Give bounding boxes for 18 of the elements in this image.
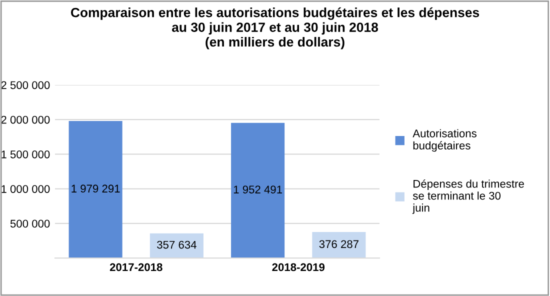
bar bbox=[312, 232, 366, 258]
legend-label: Autorisations budgétaires bbox=[412, 129, 476, 152]
y-tick-label: 1 500 000 bbox=[2, 150, 50, 158]
x-tick-label: 2017-2018 bbox=[110, 263, 162, 272]
data-label: 376 287 bbox=[319, 240, 358, 248]
y-tick-label: 2 000 000 bbox=[1, 116, 50, 124]
legend-label: Dépenses du trimestre se terminant le 30 juin bbox=[412, 179, 524, 214]
data-label: 1 952 491 bbox=[234, 186, 282, 194]
y-tick-label: 500 000 bbox=[10, 220, 50, 228]
bar bbox=[231, 122, 285, 258]
chart-title: Comparaison entre les autorisations budgétaires et les dépenses au 30 juin 2017 et au 30 juin 2018 (en milliers de dollars) bbox=[70, 7, 480, 50]
bar bbox=[150, 233, 204, 258]
bar bbox=[68, 121, 122, 258]
y-tick-label: 1 000 000 bbox=[2, 185, 50, 193]
data-label: 357 634 bbox=[157, 240, 196, 249]
y-tick-label: 2 500 000 bbox=[1, 81, 50, 90]
data-label: 1 979 291 bbox=[72, 184, 120, 193]
x-tick-label: 2018-2019 bbox=[272, 263, 325, 272]
